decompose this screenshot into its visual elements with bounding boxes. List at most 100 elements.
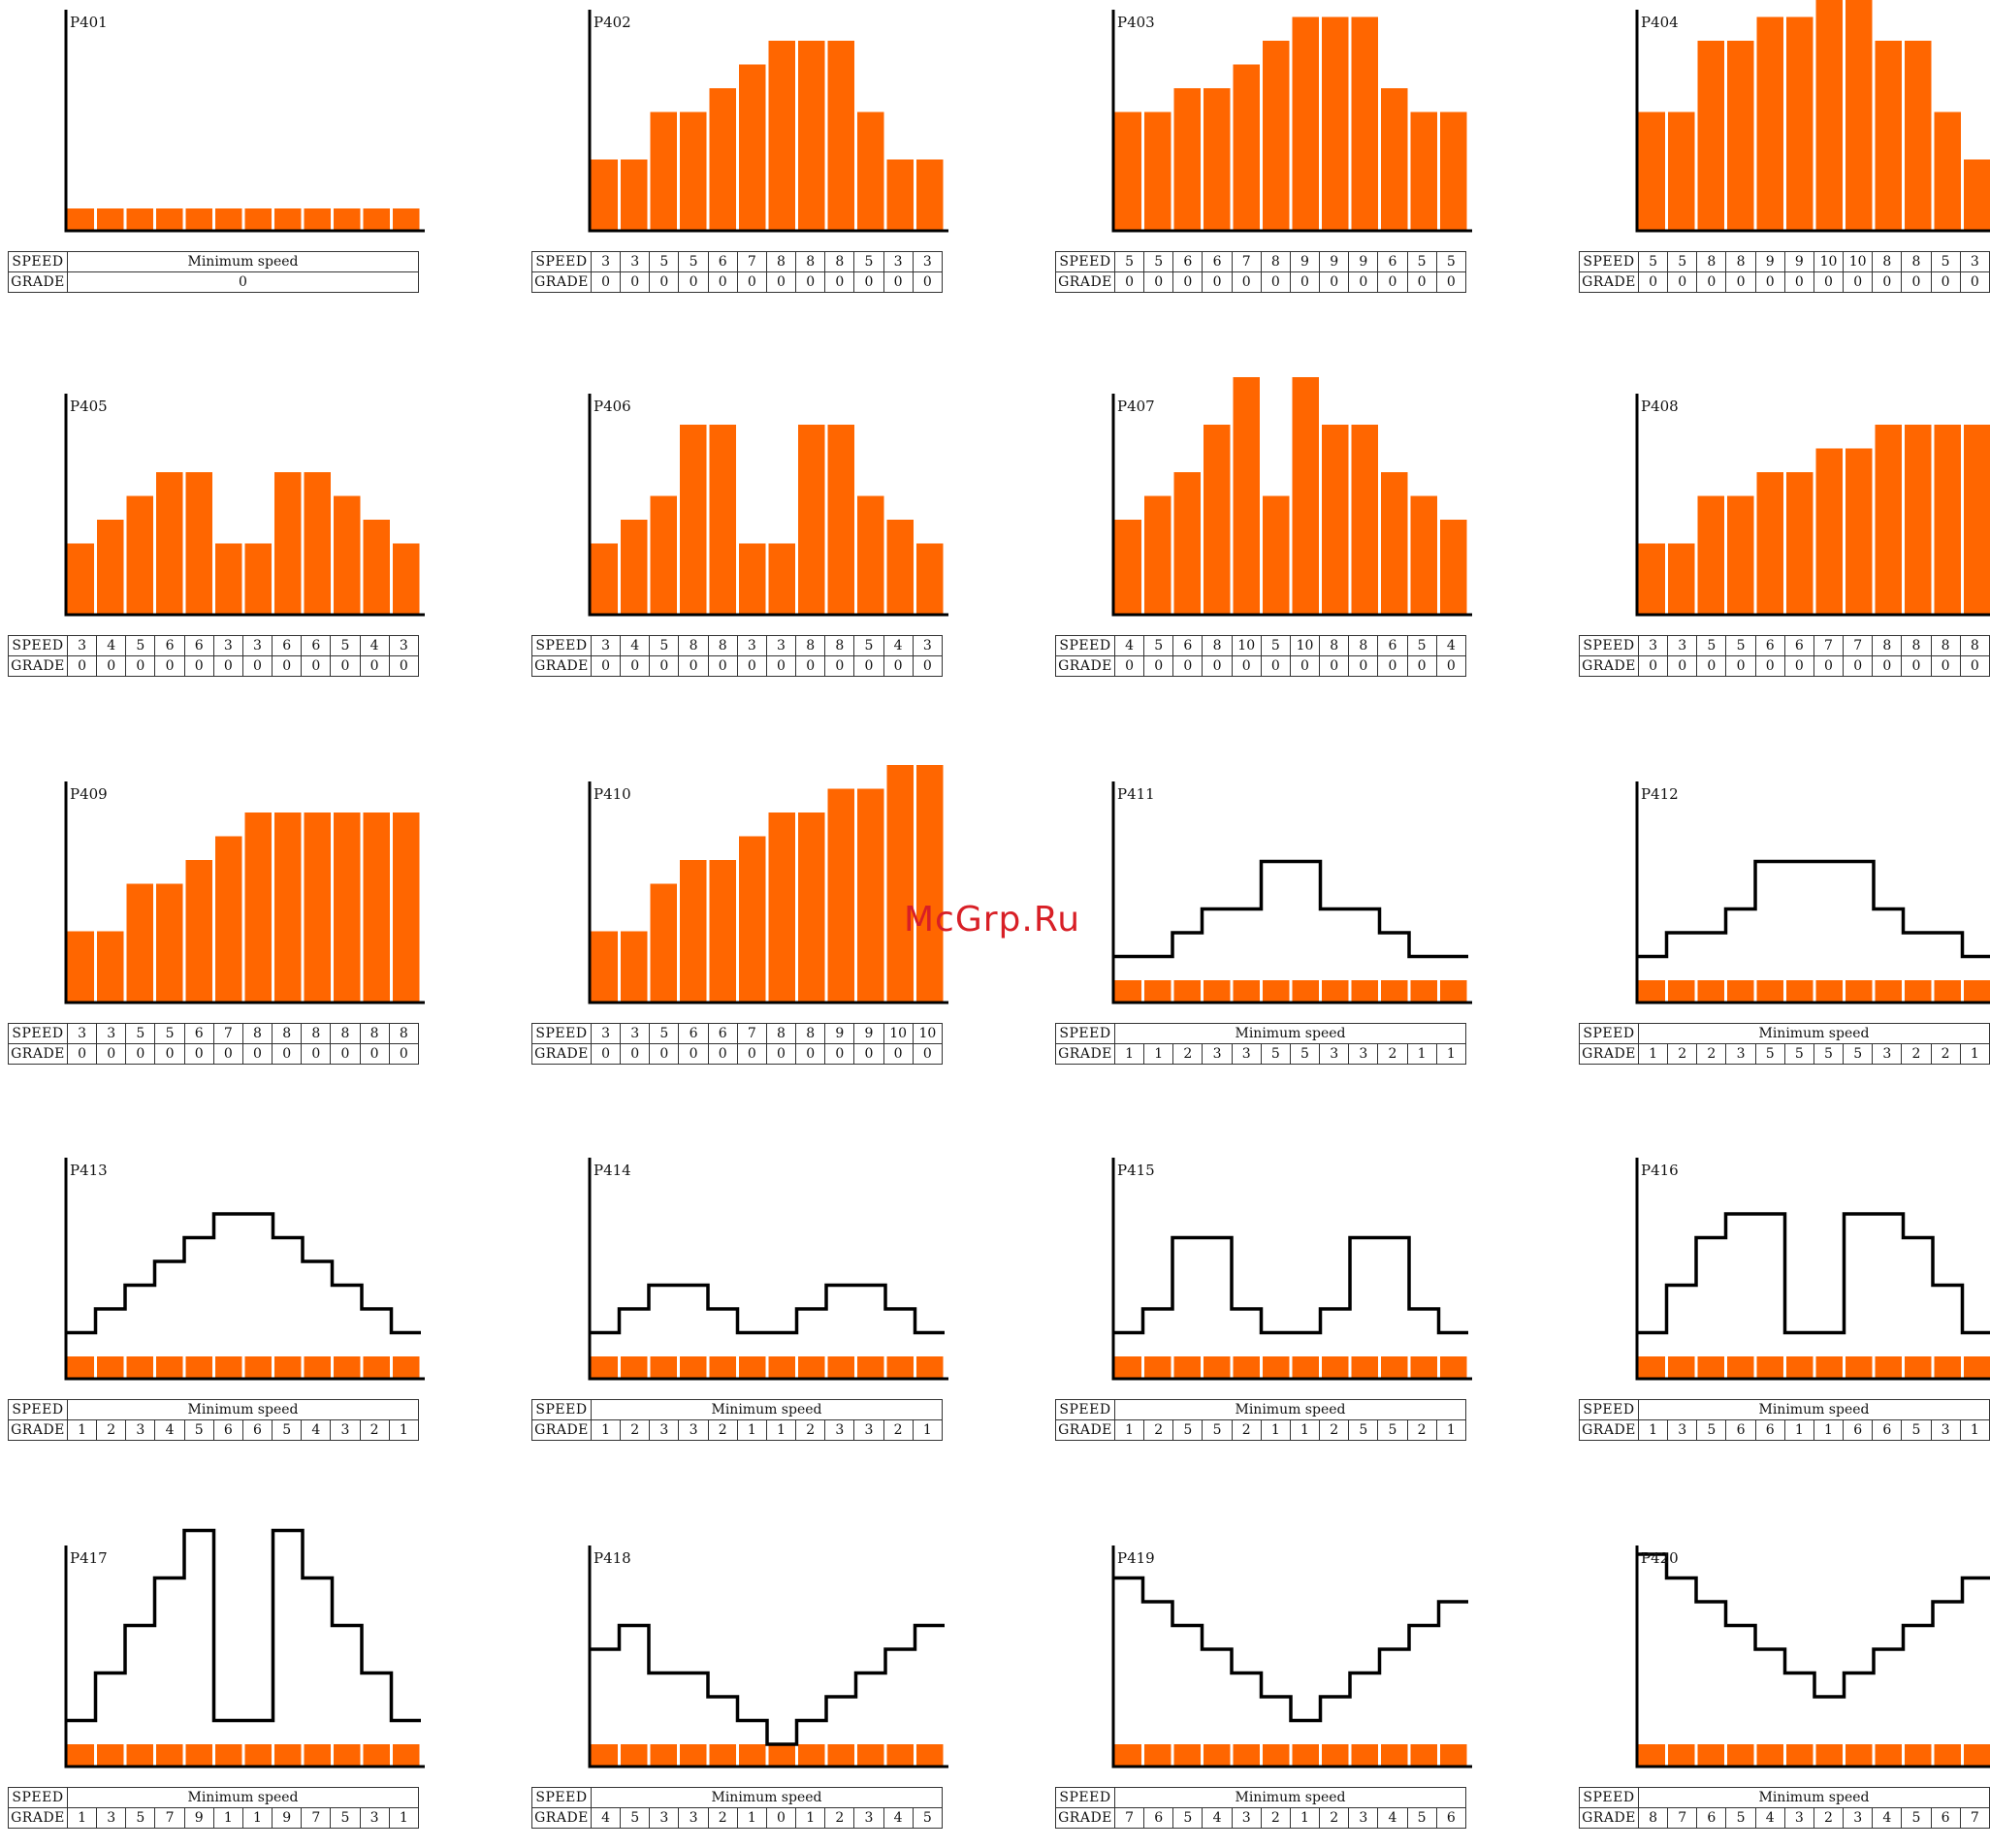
speed-bar bbox=[156, 1356, 183, 1379]
speed-bar bbox=[363, 520, 390, 615]
speed-value: 3 bbox=[590, 251, 622, 272]
grade-value: 1 bbox=[388, 1807, 420, 1829]
speed-bar bbox=[1786, 16, 1813, 231]
program-chart-p407: P407 SPEED 4 5 6 8 10 5 10 8 8 6 5 4 GRADE 0 0 0 0 0 0 0 0 0 0 0 0 bbox=[1051, 377, 1472, 696]
grade-value: 3 bbox=[1319, 1043, 1350, 1065]
grade-value: 0 bbox=[1435, 655, 1467, 677]
speed-bar bbox=[185, 1356, 212, 1379]
speed-bar bbox=[1410, 1744, 1437, 1767]
speed-value: 5 bbox=[1143, 635, 1174, 656]
speed-bar bbox=[1964, 980, 1990, 1003]
speed-value: 8 bbox=[1872, 635, 1903, 656]
speed-bar bbox=[1697, 1356, 1724, 1379]
minimum-speed-label: Minimum speed bbox=[1114, 1023, 1466, 1044]
grade-value: 5 bbox=[1172, 1419, 1204, 1441]
grade-row-label: GRADE bbox=[1055, 271, 1115, 293]
speed-bar bbox=[1638, 1744, 1665, 1767]
grade-value: 0 bbox=[649, 1043, 680, 1065]
grade-row: GRADE 0 0 0 0 0 0 0 0 0 0 0 0 bbox=[1579, 271, 1990, 293]
grade-value: 5 bbox=[330, 1807, 361, 1829]
grade-row: GRADE 0 0 0 0 0 0 0 0 0 0 0 0 bbox=[531, 655, 944, 677]
speed-bar bbox=[1173, 472, 1201, 615]
grade-value: 0 bbox=[1696, 655, 1727, 677]
speed-value: 7 bbox=[736, 251, 767, 272]
grade-value: 0 bbox=[1667, 655, 1698, 677]
speed-value: 5 bbox=[1725, 635, 1756, 656]
speed-bar bbox=[1697, 980, 1724, 1003]
grade-value: 0 bbox=[912, 271, 944, 293]
speed-bar bbox=[798, 41, 825, 231]
speed-bar bbox=[1934, 1356, 1961, 1379]
grade-value: 2 bbox=[1813, 1807, 1845, 1829]
speed-bar bbox=[156, 472, 183, 615]
grade-value: 0 bbox=[1813, 271, 1845, 293]
speed-bar bbox=[886, 1356, 914, 1379]
chart-plot: P410 bbox=[588, 765, 948, 1004]
grade-value: 0 bbox=[301, 655, 332, 677]
grade-value: 3 bbox=[1231, 1043, 1262, 1065]
speed-bar bbox=[1786, 1744, 1813, 1767]
speed-bar bbox=[1638, 1356, 1665, 1379]
grade-value: 9 bbox=[272, 1807, 303, 1829]
speed-bar bbox=[768, 1356, 795, 1379]
speed-bar bbox=[1964, 425, 1990, 615]
grade-value: 0 bbox=[795, 271, 826, 293]
speed-bar bbox=[857, 788, 884, 1003]
grade-value: 3 bbox=[678, 1419, 709, 1441]
speed-bar bbox=[1815, 1744, 1843, 1767]
grade-value: 5 bbox=[1289, 1043, 1321, 1065]
speed-value: 3 bbox=[1637, 635, 1669, 656]
grade-value: 0 bbox=[1872, 271, 1903, 293]
speed-row-label: SPEED bbox=[1579, 635, 1639, 656]
speed-bar bbox=[827, 425, 854, 615]
speed-bar bbox=[274, 472, 302, 615]
grade-value: 1 bbox=[912, 1419, 944, 1441]
speed-value: 8 bbox=[272, 1023, 303, 1044]
grade-value: 1 bbox=[66, 1807, 98, 1829]
speed-row: SPEED 3 4 5 6 6 3 3 6 6 5 4 3 bbox=[8, 635, 420, 656]
program-chart-p415: P415 SPEED Minimum speed GRADE 1 2 5 5 2 1 1 2 5 5 2 1 bbox=[1051, 1150, 1472, 1460]
chart-plot: P413 bbox=[64, 1158, 425, 1381]
speed-bar bbox=[886, 520, 914, 615]
chart-title: P410 bbox=[594, 785, 631, 803]
speed-bar bbox=[1263, 980, 1290, 1003]
grade-value: 0 bbox=[1143, 271, 1174, 293]
grade-value: 1 bbox=[1637, 1419, 1669, 1441]
grade-value: 0 bbox=[1319, 655, 1350, 677]
chart-title: P414 bbox=[594, 1162, 631, 1179]
speed-bar bbox=[1815, 1356, 1843, 1379]
grade-value: 1 bbox=[1783, 1419, 1814, 1441]
speed-value: 3 bbox=[620, 1023, 651, 1044]
speed-bar bbox=[274, 1356, 302, 1379]
speed-bar bbox=[1381, 88, 1408, 231]
speed-bar bbox=[215, 1356, 242, 1379]
speed-value: 8 bbox=[765, 251, 797, 272]
speed-bar bbox=[709, 860, 736, 1003]
speed-bar bbox=[1697, 41, 1724, 231]
speed-bar bbox=[215, 543, 242, 615]
speed-grade-table: SPEED 3 3 5 6 6 7 8 8 9 9 10 10 GRADE 0 0 0 0 0 0 0 0 0 0 0 0 bbox=[531, 1023, 944, 1065]
speed-row-label: SPEED bbox=[8, 1023, 68, 1044]
grade-value: 8 bbox=[1637, 1807, 1669, 1829]
speed-row: SPEED Minimum speed bbox=[531, 1399, 943, 1420]
program-chart-p411: P411 SPEED Minimum speed GRADE 1 1 2 3 3 5 5 3 3 2 1 1 bbox=[1051, 774, 1472, 1084]
speed-bar bbox=[1114, 112, 1141, 231]
grade-value: 2 bbox=[1667, 1043, 1698, 1065]
speed-value: 3 bbox=[1959, 251, 1990, 272]
speed-bar bbox=[1875, 425, 1902, 615]
speed-grade-table: SPEED 3 4 5 8 8 3 3 8 8 5 4 3 GRADE 0 0 0 0 0 0 0 0 0 0 0 0 bbox=[531, 635, 944, 677]
speed-value: 3 bbox=[388, 635, 420, 656]
speed-bar bbox=[1322, 980, 1349, 1003]
speed-bar bbox=[1786, 980, 1813, 1003]
grade-value: 0 bbox=[272, 1043, 303, 1065]
grade-value: 0 bbox=[707, 655, 738, 677]
speed-row-label: SPEED bbox=[531, 635, 592, 656]
speed-value: 5 bbox=[1113, 251, 1145, 272]
grade-value: 5 bbox=[1754, 1043, 1785, 1065]
speed-bar bbox=[304, 208, 331, 231]
speed-grade-table: SPEED Minimum speed GRADE 1 2 5 5 2 1 1 2 5 5 2 1 bbox=[1055, 1399, 1467, 1441]
speed-bar bbox=[1144, 112, 1172, 231]
speed-value: 5 bbox=[330, 635, 361, 656]
program-chart-p414: P414 SPEED Minimum speed GRADE 1 2 3 3 2 1 1 2 3 3 2 1 bbox=[528, 1150, 948, 1460]
program-chart-p420: P420 SPEED Minimum speed GRADE 8 7 6 5 4 3 2 3 4 5 6 7 bbox=[1575, 1538, 1990, 1848]
